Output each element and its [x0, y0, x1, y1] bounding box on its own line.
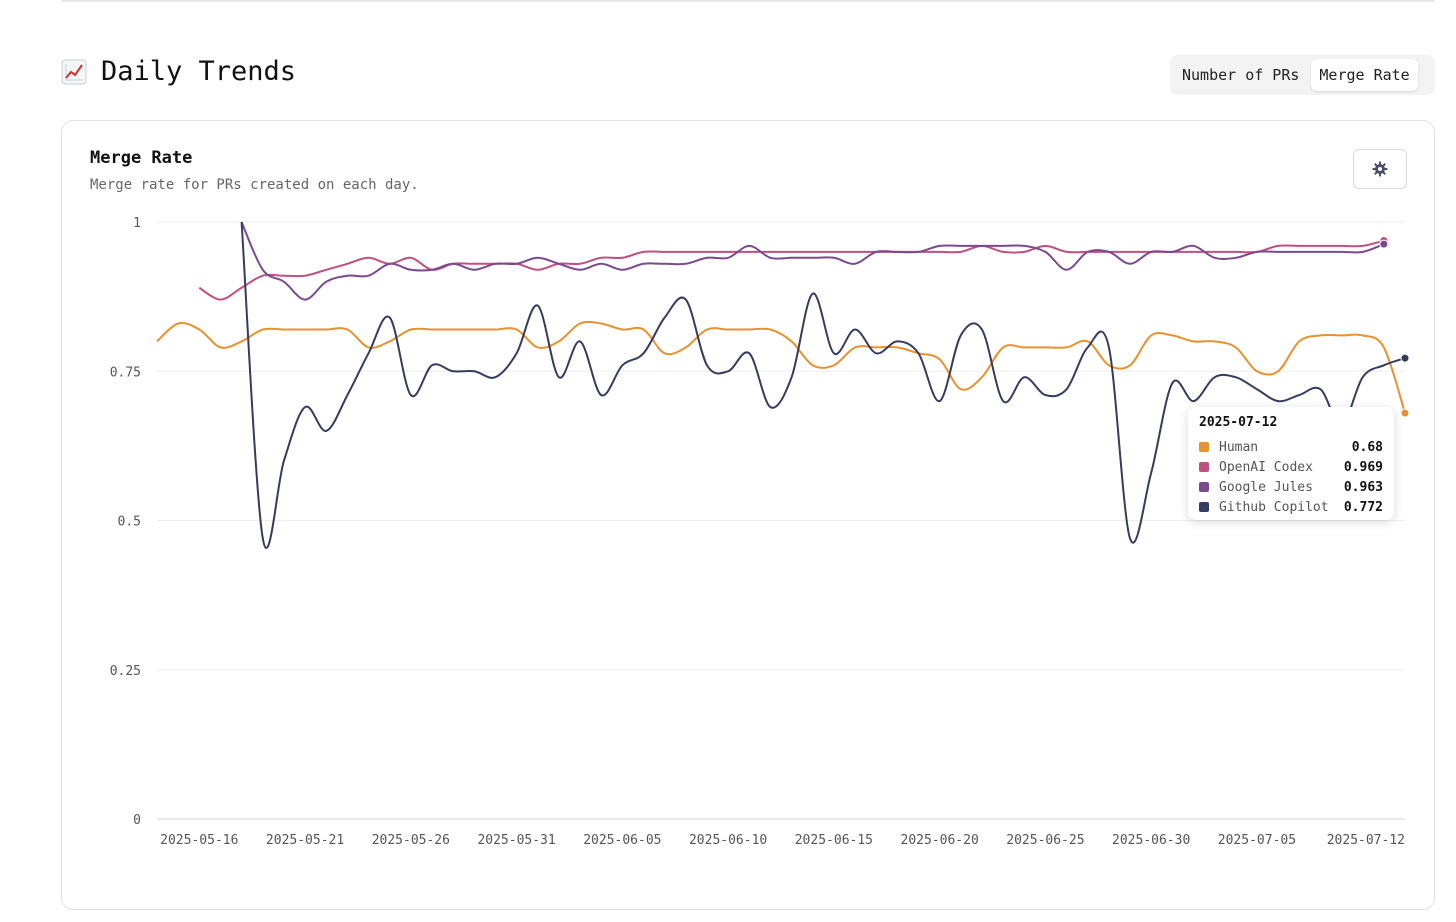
y-tick-label: 0.25 — [110, 664, 141, 679]
tooltip-series-name: OpenAI Codex — [1219, 459, 1313, 475]
human-active-point[interactable] — [1400, 408, 1410, 418]
section-title: Daily Trends — [101, 56, 297, 87]
tooltip-series-value: 0.969 — [1343, 459, 1383, 475]
card-subtitle: Merge rate for PRs created on each day. — [90, 177, 419, 193]
tooltip-series-name: Google Jules — [1219, 479, 1313, 495]
tooltip-series-value: 0.963 — [1343, 479, 1383, 495]
y-tick-label: 1 — [133, 216, 141, 231]
y-tick-label: 0 — [133, 813, 141, 828]
github-copilot-series-line — [240, 221, 1406, 549]
google-jules-series-line — [240, 221, 1385, 301]
google-jules-swatch — [1199, 482, 1209, 492]
human-series-line — [156, 320, 1406, 414]
chart-settings-button[interactable] — [1353, 149, 1407, 189]
tooltip-date: 2025-07-12 — [1199, 415, 1278, 430]
x-tick-label: 2025-06-15 — [795, 833, 873, 848]
github-copilot-swatch — [1199, 502, 1209, 512]
x-tick-label: 2025-06-10 — [689, 833, 767, 848]
x-tick-label: 2025-07-05 — [1218, 833, 1296, 848]
google-jules-active-point[interactable] — [1379, 239, 1389, 249]
x-tick-label: 2025-05-31 — [477, 833, 555, 848]
y-tick-label: 0.5 — [118, 515, 141, 530]
github-copilot-active-point[interactable] — [1400, 353, 1410, 363]
openai-codex-swatch — [1199, 462, 1209, 472]
card-title: Merge Rate — [90, 148, 193, 168]
tooltip-series-value: 0.772 — [1343, 499, 1383, 515]
tooltip-series-name: Human — [1219, 439, 1259, 455]
toggle-merge-rate[interactable]: Merge Rate — [1311, 59, 1418, 91]
x-tick-label: 2025-05-16 — [160, 833, 238, 848]
tooltip-row-google-jules: Google Jules 0.963 — [1199, 477, 1383, 497]
top-divider — [61, 0, 1435, 2]
chart-increasing-icon — [61, 59, 87, 84]
human-swatch — [1199, 442, 1209, 452]
x-tick-label: 2025-05-26 — [372, 833, 450, 848]
tooltip-row-human: Human 0.68 — [1199, 437, 1383, 457]
tooltip-series-name: Github Copilot — [1219, 499, 1329, 515]
y-tick-label: 0.75 — [110, 365, 141, 380]
x-tick-label: 2025-05-21 — [266, 833, 344, 848]
tooltip-series-value: 0.68 — [1351, 439, 1383, 455]
tooltip-row-github-copilot: Github Copilot 0.772 — [1199, 497, 1383, 517]
metric-toggle: Number of PRs Merge Rate — [1170, 55, 1435, 95]
openai-codex-series-line — [198, 239, 1385, 301]
x-tick-label: 2025-07-12 — [1327, 833, 1405, 848]
x-tick-label: 2025-06-20 — [901, 833, 979, 848]
chart-tooltip: 2025-07-12 Human 0.68 OpenAI Codex 0.969… — [1188, 407, 1394, 520]
x-tick-label: 2025-06-25 — [1006, 833, 1084, 848]
x-tick-label: 2025-06-05 — [583, 833, 661, 848]
tooltip-row-openai-codex: OpenAI Codex 0.969 — [1199, 457, 1383, 477]
x-tick-label: 2025-06-30 — [1112, 833, 1190, 848]
section-header: Daily Trends — [61, 56, 296, 87]
gear-icon — [1372, 161, 1388, 177]
toggle-number-of-prs[interactable]: Number of PRs — [1182, 66, 1300, 84]
